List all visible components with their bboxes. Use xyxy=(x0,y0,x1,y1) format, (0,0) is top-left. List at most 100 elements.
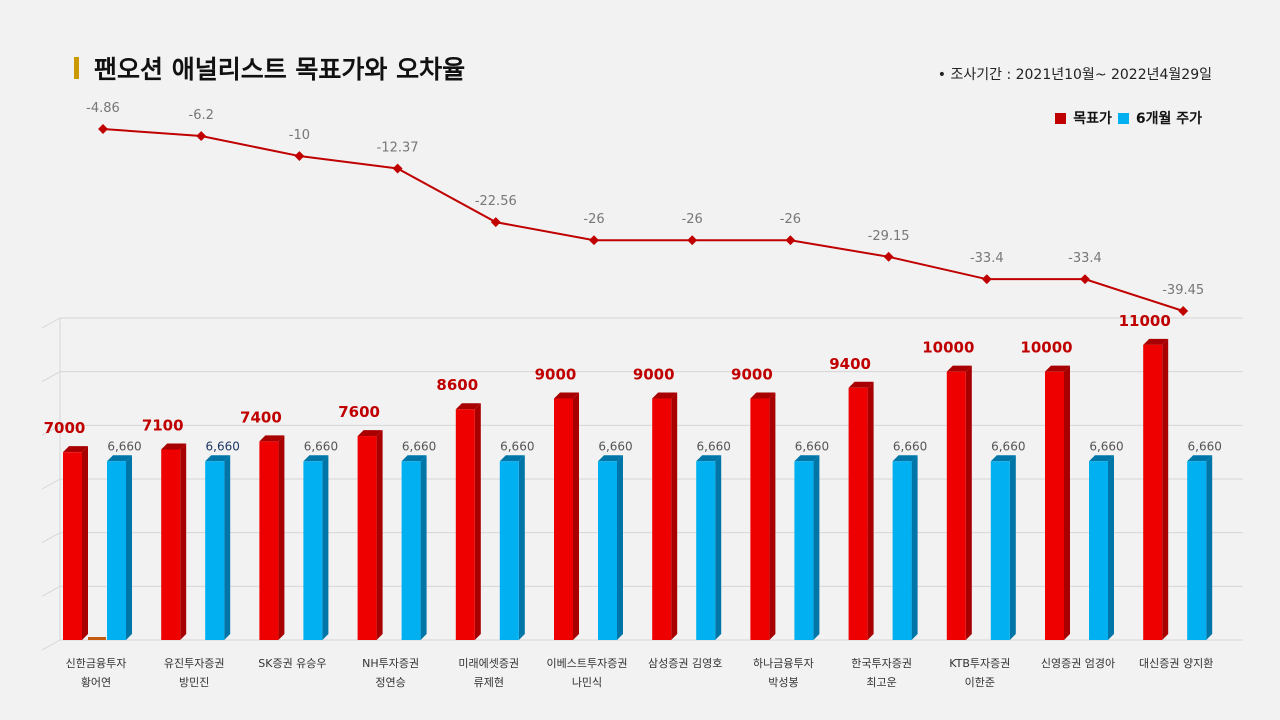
category-label: NH투자증권 xyxy=(362,657,419,670)
error-rate-point xyxy=(196,131,207,142)
bar-price-top xyxy=(1089,455,1114,462)
bar-target-top xyxy=(357,430,383,437)
error-rate-point xyxy=(294,151,305,161)
bar-target-label: 10000 xyxy=(922,339,974,357)
bar-target-label: 10000 xyxy=(1020,339,1072,357)
bar-target-top xyxy=(946,365,972,372)
category-label: 신영증권 엄경아 xyxy=(1041,657,1115,670)
bar-target-front xyxy=(259,441,279,640)
category-label: 류제현 xyxy=(474,676,504,689)
category-label: 하나금융투자 xyxy=(753,656,814,670)
bar-target-top xyxy=(652,392,678,399)
bar-target xyxy=(652,392,678,640)
bar-price-label: 6,660 xyxy=(304,439,338,453)
bar-target-top xyxy=(848,381,874,388)
bar-target-side xyxy=(769,392,776,640)
bar-target-front xyxy=(554,398,573,640)
bar-price-top xyxy=(205,455,231,462)
error-rate-point xyxy=(687,235,698,246)
category-label: 신한금융투자 xyxy=(66,657,127,670)
bar-price xyxy=(696,455,722,640)
bar-price-side xyxy=(1009,455,1016,640)
gridline-depth xyxy=(41,532,61,544)
bar-price-top xyxy=(1187,455,1213,462)
bar-price-label: 6,660 xyxy=(1089,439,1123,453)
chart-legend: 목표가 6개월 주가 xyxy=(1049,108,1202,128)
gridline-depth xyxy=(41,639,61,651)
category-label: 한국투자증권 xyxy=(851,657,912,670)
bar-price-top xyxy=(499,455,525,462)
bar-price-side xyxy=(911,455,918,640)
error-rate-point xyxy=(490,217,501,228)
bar-target-label: 7600 xyxy=(338,403,380,421)
error-rate-label: -26 xyxy=(682,212,703,227)
bar-price xyxy=(107,455,132,640)
error-rate-label: -10 xyxy=(289,128,310,143)
error-rate-label: -6.2 xyxy=(189,108,214,123)
bar-target-front xyxy=(455,409,475,640)
bar-target xyxy=(750,392,776,640)
bar-target-label: 9400 xyxy=(829,355,871,373)
error-rate-label: -29.15 xyxy=(868,229,910,244)
bar-price xyxy=(990,455,1016,640)
category-label: 이베스트투자증권 xyxy=(547,657,628,670)
bar-target-front xyxy=(1143,344,1163,640)
bar-target-label: 9000 xyxy=(731,366,773,384)
bar-target xyxy=(1045,365,1070,640)
bar-price-front xyxy=(401,461,421,640)
bar-target-top xyxy=(1143,338,1169,345)
error-rate-point xyxy=(1080,274,1090,285)
legend-item-price: 6개월 주가 xyxy=(1117,108,1202,128)
bar-price-side xyxy=(715,455,722,640)
bar-price-front xyxy=(598,461,617,640)
bar-price-side xyxy=(224,455,231,640)
bar-stub xyxy=(88,637,106,640)
error-rate-point xyxy=(981,274,992,285)
bar-target-side xyxy=(1064,365,1070,640)
error-rate-point xyxy=(589,235,599,246)
bar-target-top xyxy=(554,392,579,399)
error-rate-point xyxy=(883,251,894,262)
bar-target-front xyxy=(848,387,868,640)
bar-price-top xyxy=(990,455,1016,462)
bar-price xyxy=(401,455,427,640)
category-label: 대신증권 양지환 xyxy=(1139,657,1213,670)
page-title: 팬오션 애널리스트 목표가와 오차율 xyxy=(94,55,466,84)
category-label: 황어연 xyxy=(81,676,111,689)
bar-target-front xyxy=(750,398,770,640)
legend-item-target: 목표가 xyxy=(1055,108,1112,128)
bar-target-side xyxy=(82,446,88,640)
bar-target xyxy=(554,392,579,640)
bar-target-front xyxy=(652,398,672,640)
gridline-depth xyxy=(41,371,61,383)
bar-price-top xyxy=(107,455,132,462)
bar-price-label: 6,660 xyxy=(598,439,632,453)
bar-target-label: 9000 xyxy=(633,366,675,384)
bar-price-label: 6,660 xyxy=(795,439,829,453)
bar-price-top xyxy=(598,455,623,462)
bar-target-front xyxy=(1045,371,1064,640)
bar-target xyxy=(259,435,285,640)
bar-price-side xyxy=(420,455,427,640)
bar-price xyxy=(205,455,231,640)
bar-price-label: 6,660 xyxy=(206,439,240,453)
bar-price-side xyxy=(617,455,623,640)
bar-price-top xyxy=(892,455,918,462)
bar-target-label: 7400 xyxy=(240,408,282,426)
error-rate-label: -26 xyxy=(780,212,801,227)
bar-target xyxy=(357,430,383,640)
bar-target-label: 8600 xyxy=(436,376,478,394)
bar-price xyxy=(794,455,820,640)
bar-target-side xyxy=(671,392,678,640)
bar-price-front xyxy=(1089,461,1108,640)
gridline-depth xyxy=(41,317,61,329)
bar-price-front xyxy=(794,461,814,640)
survey-period-note: • 조사기간 : 2021년10월~ 2022년4월29일 xyxy=(937,67,1212,83)
bar-price-top xyxy=(401,455,427,462)
category-label: 최고운 xyxy=(866,676,896,689)
bar-target xyxy=(63,446,88,640)
bar-price-side xyxy=(126,455,132,640)
bar-target xyxy=(455,403,481,640)
bar-target xyxy=(161,443,187,640)
